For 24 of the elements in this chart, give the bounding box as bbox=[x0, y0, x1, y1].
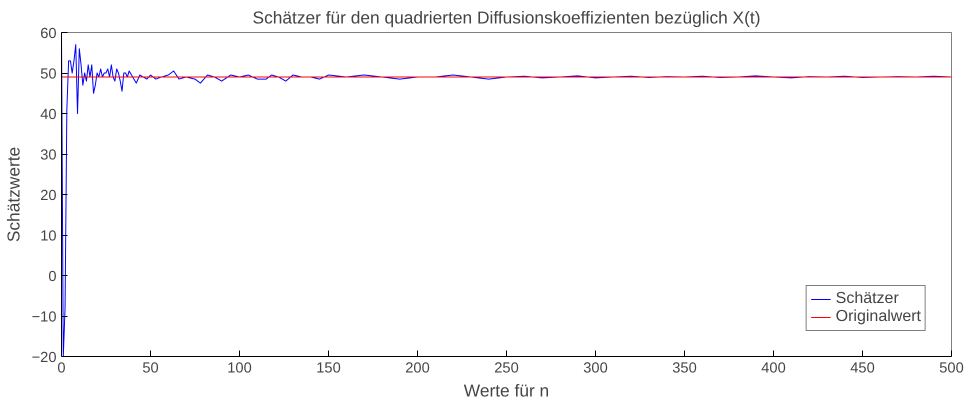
x-tick-label: 150 bbox=[316, 360, 341, 376]
y-tick-label: 60 bbox=[40, 26, 57, 42]
y-tick-label: 0 bbox=[48, 269, 57, 285]
chart-title: Schätzer für den quadrierten Diffusionskoeffizienten bezüglich X(t) bbox=[252, 8, 760, 28]
y-tick-label: −20 bbox=[32, 350, 57, 366]
x-tick-label: 50 bbox=[142, 360, 159, 376]
legend-label: Schätzer bbox=[836, 290, 899, 308]
y-axis-title: Schätzwerte bbox=[4, 146, 24, 242]
x-tick-label: 250 bbox=[494, 360, 519, 376]
y-tick-label: 10 bbox=[40, 228, 57, 244]
y-tick-label: 40 bbox=[40, 107, 57, 123]
y-tick-label: 30 bbox=[40, 148, 57, 164]
x-axis-title: Werte für n bbox=[464, 380, 550, 400]
legend-label: Originalwert bbox=[836, 308, 921, 326]
y-tick-label: 20 bbox=[40, 188, 57, 204]
x-tick-label: 300 bbox=[583, 360, 608, 376]
x-tick-label: 100 bbox=[227, 360, 252, 376]
x-tick-label: 400 bbox=[761, 360, 786, 376]
y-tick-label: 50 bbox=[40, 66, 57, 82]
x-tick-label: 450 bbox=[850, 360, 875, 376]
x-tick-label: 500 bbox=[939, 360, 964, 376]
x-tick-label: 200 bbox=[405, 360, 430, 376]
x-tick-label: 350 bbox=[672, 360, 697, 376]
y-tick-label: −10 bbox=[32, 310, 57, 326]
